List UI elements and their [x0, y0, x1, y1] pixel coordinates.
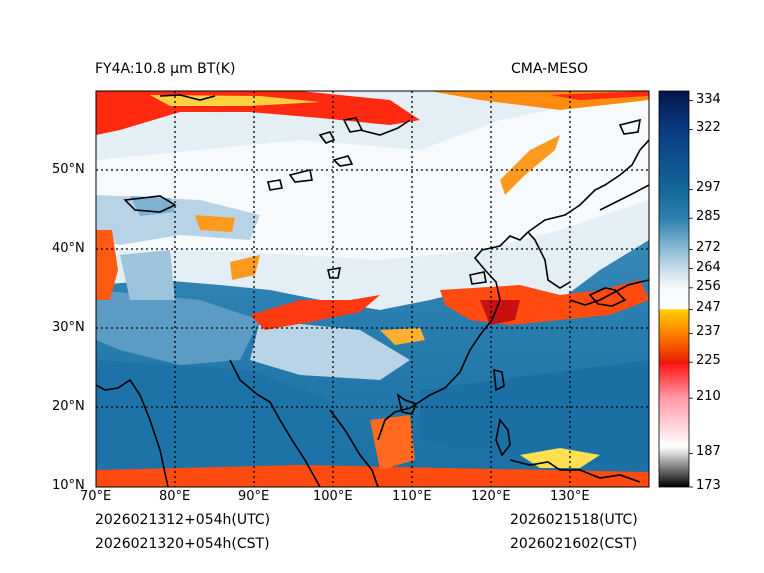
- lat-tick-20: 20°N: [52, 399, 85, 414]
- colorbar: [658, 90, 690, 488]
- lat-tick-40: 40°N: [52, 241, 85, 256]
- colorbar-tick-label: 272: [696, 240, 721, 256]
- colorbar-tick-label: 210: [696, 389, 721, 405]
- colorbar-ticks: [689, 100, 693, 488]
- lon-tick-120: 120°E: [471, 489, 511, 504]
- graticule: [96, 91, 649, 487]
- valid-time-utc: 2026021518(UTC): [510, 512, 638, 528]
- colorbar-tick-label: 334: [696, 91, 721, 107]
- colorbar-tick-label: 237: [696, 324, 721, 340]
- map-frame: [95, 90, 650, 488]
- model-title: CMA-MESO: [511, 61, 589, 77]
- lon-tick-80: 80°E: [159, 489, 191, 504]
- colorbar-tick-label: 173: [696, 478, 721, 493]
- lat-tick-10: 10°N: [52, 478, 85, 493]
- colorbar-tick-label: 187: [696, 444, 721, 460]
- lon-tick-130: 130°E: [550, 489, 590, 504]
- colorbar-tick-label: 264: [696, 259, 721, 275]
- brightness-temperature-field: [96, 91, 649, 487]
- lon-tick-100: 100°E: [313, 489, 353, 504]
- lon-tick-90: 90°E: [238, 489, 270, 504]
- lat-tick-50: 50°N: [52, 162, 85, 177]
- init-time-utc: 2026021312+054h(UTC): [95, 512, 271, 528]
- coastlines: [96, 94, 649, 487]
- product-title: FY4A:10.8 μm BT(K): [95, 61, 236, 77]
- lon-tick-70: 70°E: [80, 489, 112, 504]
- valid-time-cst: 2026021602(CST): [510, 536, 638, 552]
- init-time-cst: 2026021320+054h(CST): [95, 536, 270, 552]
- colorbar-tick-label: 322: [696, 120, 721, 136]
- colorbar-tick-label: 225: [696, 353, 721, 369]
- colorbar-tick-label: 297: [696, 180, 721, 196]
- colorbar-tick-label: 247: [696, 300, 721, 316]
- lon-tick-110: 110°E: [392, 489, 432, 504]
- lat-tick-30: 30°N: [52, 320, 85, 335]
- colorbar-tick-label: 285: [696, 209, 721, 225]
- colorbar-tick-label: 256: [696, 278, 721, 294]
